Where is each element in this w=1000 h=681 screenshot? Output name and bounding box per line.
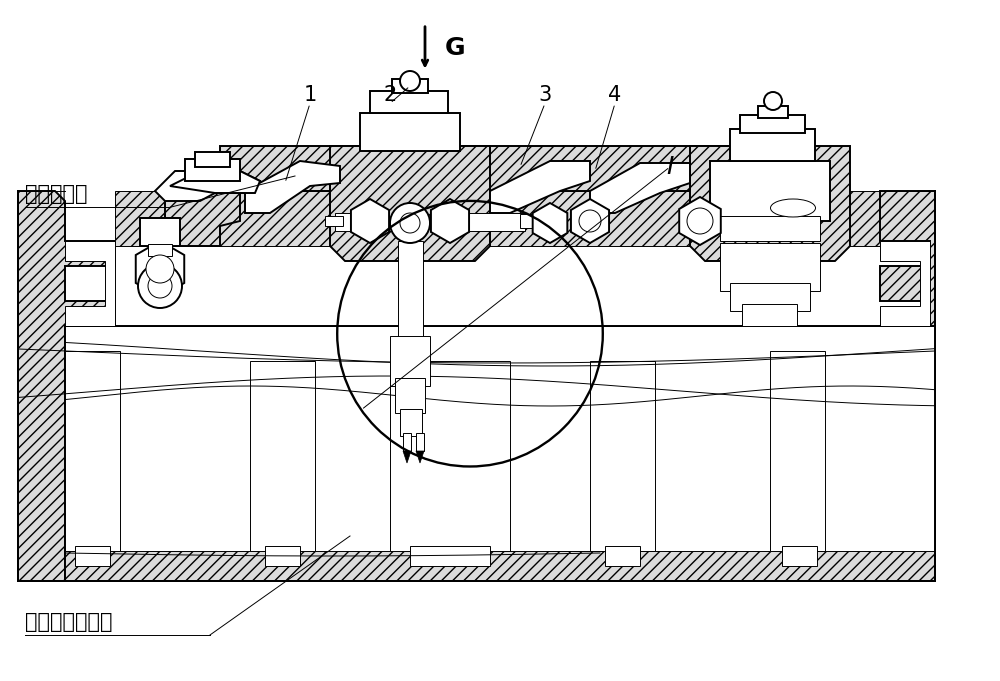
Text: 3: 3 <box>538 85 552 106</box>
Polygon shape <box>115 191 880 246</box>
Bar <box>742 304 797 326</box>
Circle shape <box>138 264 182 308</box>
Bar <box>416 433 424 451</box>
Text: I: I <box>666 155 674 179</box>
Polygon shape <box>690 146 850 261</box>
Text: 压气机机匡: 压气机机匡 <box>25 185 88 204</box>
Polygon shape <box>245 161 340 213</box>
Polygon shape <box>136 241 184 297</box>
Bar <box>335 213 375 231</box>
Bar <box>730 283 810 311</box>
Bar <box>520 214 542 228</box>
Circle shape <box>579 210 601 232</box>
Bar <box>770 351 825 551</box>
Polygon shape <box>533 203 567 243</box>
Polygon shape <box>880 241 930 326</box>
Bar <box>148 244 172 256</box>
Bar <box>65 351 120 551</box>
Bar <box>370 91 448 113</box>
Polygon shape <box>490 161 590 213</box>
Bar <box>710 161 830 221</box>
Bar <box>720 243 820 291</box>
Circle shape <box>400 71 420 91</box>
Polygon shape <box>880 191 935 581</box>
Bar <box>782 546 817 566</box>
Circle shape <box>687 208 713 234</box>
Bar <box>730 129 815 161</box>
Circle shape <box>146 255 174 283</box>
Text: 4: 4 <box>608 85 622 106</box>
Bar <box>398 241 423 351</box>
Bar <box>325 216 343 226</box>
Bar <box>392 79 428 93</box>
Bar <box>740 115 805 133</box>
Bar <box>360 113 460 151</box>
Circle shape <box>148 274 172 298</box>
Polygon shape <box>571 199 609 243</box>
Bar <box>720 216 820 241</box>
Bar <box>390 336 430 386</box>
Polygon shape <box>65 326 935 551</box>
Bar <box>140 218 180 246</box>
Text: G: G <box>445 35 466 60</box>
Bar <box>758 106 788 118</box>
Bar <box>185 159 240 181</box>
Polygon shape <box>65 241 115 326</box>
Polygon shape <box>679 197 721 245</box>
Bar <box>590 361 655 551</box>
Circle shape <box>390 203 430 243</box>
Bar <box>390 361 510 551</box>
Bar <box>400 409 422 436</box>
Polygon shape <box>351 199 389 243</box>
Polygon shape <box>65 326 935 581</box>
Polygon shape <box>431 199 469 243</box>
Circle shape <box>764 92 782 110</box>
Polygon shape <box>416 451 424 463</box>
Bar <box>403 433 411 451</box>
Bar <box>75 546 110 566</box>
Bar <box>195 152 230 167</box>
Bar <box>465 213 525 231</box>
Polygon shape <box>18 191 115 581</box>
Text: 1: 1 <box>303 85 317 106</box>
Bar <box>250 361 315 551</box>
Text: 2: 2 <box>383 85 397 106</box>
Polygon shape <box>165 191 240 246</box>
Polygon shape <box>220 146 780 191</box>
Polygon shape <box>403 451 411 463</box>
Ellipse shape <box>770 199 816 217</box>
Polygon shape <box>330 146 490 261</box>
Circle shape <box>400 213 420 233</box>
Bar <box>265 546 300 566</box>
Bar <box>410 546 490 566</box>
Text: 压气机可转导叶: 压气机可转导叶 <box>25 612 112 632</box>
Polygon shape <box>170 171 260 193</box>
Bar <box>605 546 640 566</box>
Bar <box>395 378 425 413</box>
Polygon shape <box>590 163 690 213</box>
Polygon shape <box>155 171 260 201</box>
